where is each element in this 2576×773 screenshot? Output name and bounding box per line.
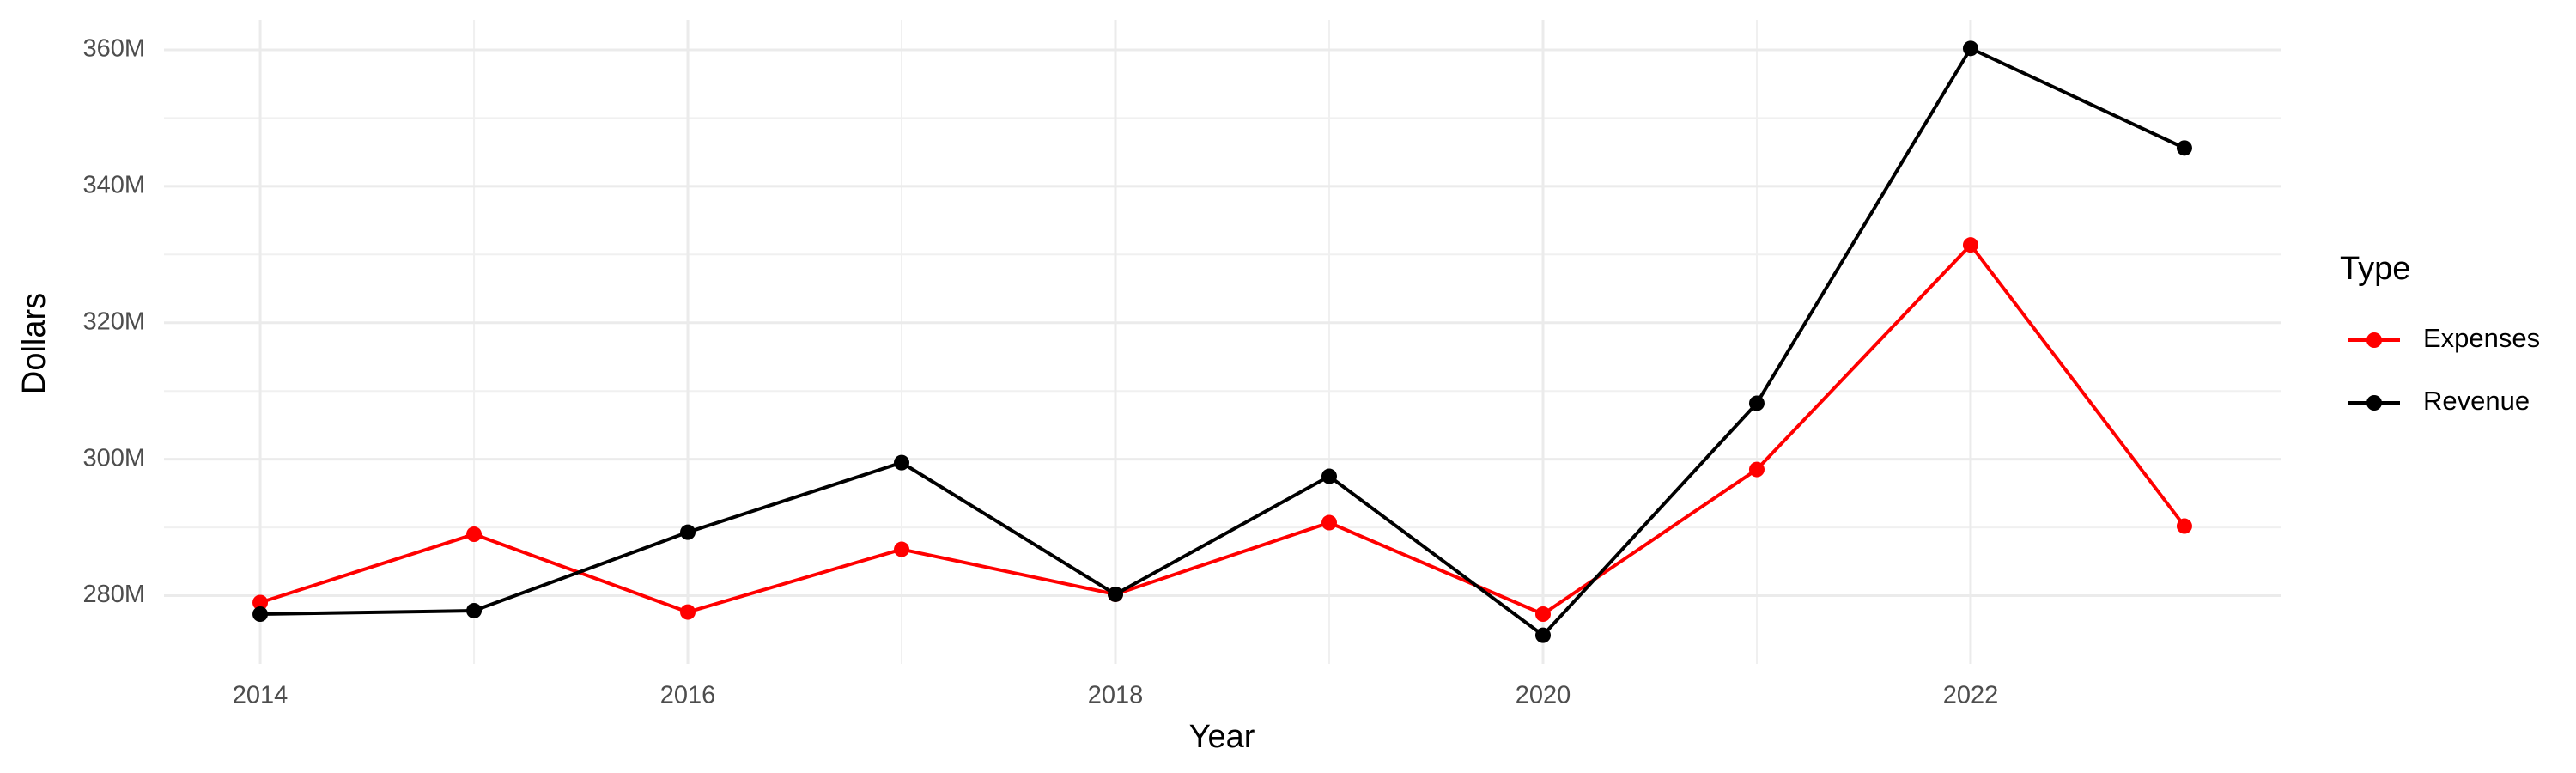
data-point <box>252 594 269 611</box>
y-tick-label: 280M <box>82 581 145 608</box>
data-point <box>680 604 696 620</box>
x-axis-title: Year <box>1189 719 1255 755</box>
data-point <box>1962 237 1978 253</box>
legend-label: Revenue <box>2423 386 2530 416</box>
y-tick-label: 340M <box>82 172 145 199</box>
legend-swatch-point <box>2366 332 2382 348</box>
data-point <box>894 454 910 471</box>
legend-title: Type <box>2340 251 2410 287</box>
data-point <box>252 606 269 623</box>
data-point <box>2176 140 2192 156</box>
data-point <box>1321 468 1337 484</box>
data-point <box>2176 518 2192 534</box>
legend-label: Expenses <box>2423 323 2540 353</box>
y-axis-title: Dollars <box>16 293 52 394</box>
x-tick-label: 2018 <box>1088 682 1144 709</box>
y-tick-label: 320M <box>82 307 145 335</box>
data-point <box>466 526 483 543</box>
data-point <box>1962 40 1978 57</box>
data-point <box>1108 586 1124 602</box>
x-tick-label: 2020 <box>1516 682 1571 709</box>
series-line <box>259 242 2186 617</box>
y-tick-label: 360M <box>82 35 145 63</box>
data-point <box>1534 606 1551 623</box>
x-tick-label: 2022 <box>1943 682 1999 709</box>
x-tick-label: 2014 <box>233 682 289 709</box>
y-tick-label: 300M <box>82 444 145 472</box>
data-point <box>466 603 483 619</box>
data-point <box>1534 627 1551 643</box>
x-tick-label: 2016 <box>660 682 716 709</box>
data-point <box>680 524 696 540</box>
legend-swatch-point <box>2366 395 2382 411</box>
data-point <box>894 541 910 557</box>
data-point <box>1748 461 1765 478</box>
data-point <box>1321 514 1337 531</box>
series-line <box>260 46 2185 638</box>
data-point <box>1748 395 1765 411</box>
